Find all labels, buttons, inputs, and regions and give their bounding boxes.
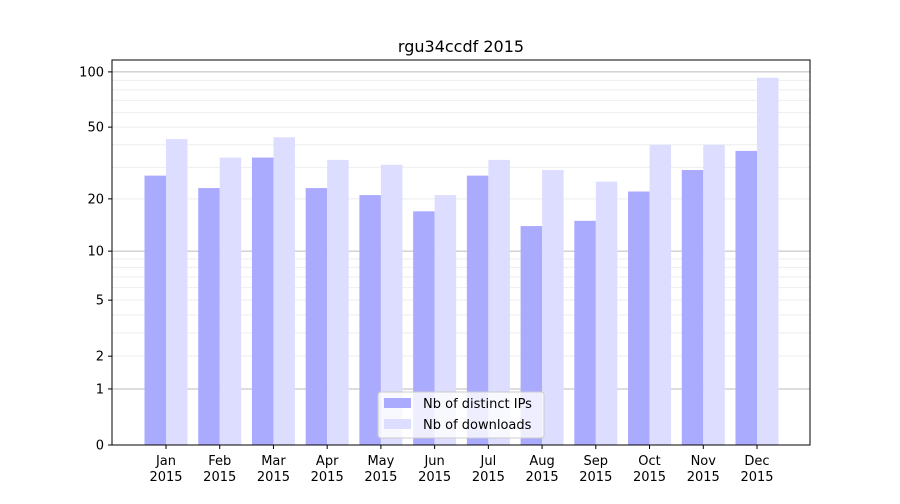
x-tick-label: Jan: [155, 454, 176, 469]
x-tick-label: Oct: [638, 454, 660, 469]
bar-downloads: [219, 157, 242, 446]
x-tick-label: 2015: [472, 470, 505, 485]
x-tick-label: 2015: [526, 470, 559, 485]
x-axis: Jan2015Feb2015Mar2015Apr2015May2015Jun20…: [149, 445, 774, 485]
y-axis: 0 1 2 5 10 20 50 100: [79, 65, 112, 454]
x-tick-label: 2015: [633, 470, 666, 485]
x-tick-label: 2015: [203, 470, 236, 485]
x-tick-label: 2015: [418, 470, 451, 485]
bar-downloads: [273, 137, 295, 446]
x-tick-label: Apr: [316, 454, 339, 469]
bar-ips: [198, 188, 220, 445]
bar-ips: [681, 170, 704, 445]
bar-downloads: [327, 159, 349, 446]
bar-downloads: [542, 170, 564, 445]
y-tick-label: 100: [79, 65, 104, 80]
y-tick-label: 10: [87, 245, 104, 260]
bar-downloads: [757, 77, 779, 446]
bar-ips: [574, 220, 596, 445]
y-tick-label: 2: [96, 350, 104, 365]
bar-downloads: [649, 144, 672, 446]
y-tick-label: 50: [87, 121, 104, 136]
x-tick-label: Jun: [423, 454, 444, 469]
bar-downloads: [434, 195, 457, 445]
bar-downloads: [166, 139, 188, 446]
bar-downloads: [380, 164, 403, 445]
bar-ips: [305, 188, 328, 445]
bars: [144, 77, 779, 446]
x-tick-label: 2015: [687, 470, 720, 485]
bar-ips: [144, 175, 166, 445]
legend-label-downloads: Nb of downloads: [423, 418, 532, 433]
y-tick-label: 20: [87, 192, 104, 207]
bar-downloads: [703, 144, 725, 446]
x-tick-label: Mar: [261, 454, 286, 469]
y-tick-label: 1: [96, 382, 104, 397]
x-tick-label: 2015: [149, 470, 182, 485]
chart-title: rgu34ccdf 2015: [398, 37, 524, 56]
bar-ips: [251, 157, 274, 446]
x-tick-label: 2015: [579, 470, 612, 485]
legend-box: [377, 391, 545, 439]
x-tick-label: 2015: [311, 470, 344, 485]
legend: Nb of distinct IPs Nb of downloads: [377, 391, 545, 439]
bar-ips: [735, 150, 757, 445]
bar-downloads: [595, 181, 618, 445]
x-tick-label: 2015: [364, 470, 397, 485]
x-tick-label: May: [367, 454, 394, 469]
y-tick-label: 5: [96, 294, 104, 309]
legend-label-ips: Nb of distinct IPs: [423, 397, 532, 412]
bar-ips: [520, 226, 543, 445]
x-tick-label: Sep: [584, 454, 609, 469]
bar-ips: [466, 175, 489, 445]
x-tick-label: Jul: [480, 454, 497, 469]
bar-ips: [628, 191, 650, 445]
x-tick-label: Feb: [208, 454, 231, 469]
bar-ips: [359, 195, 381, 445]
legend-swatch-downloads: [384, 419, 411, 429]
x-tick-label: Aug: [529, 454, 554, 469]
bar-ips: [413, 211, 435, 445]
x-tick-label: 2015: [257, 470, 290, 485]
y-tick-label: 0: [96, 439, 104, 454]
bar-downloads: [488, 159, 510, 446]
x-tick-label: Dec: [744, 454, 769, 469]
plot-frame: [111, 59, 811, 446]
x-tick-label: Nov: [691, 454, 717, 469]
legend-swatch-ips: [384, 398, 411, 408]
x-tick-label: 2015: [740, 470, 773, 485]
